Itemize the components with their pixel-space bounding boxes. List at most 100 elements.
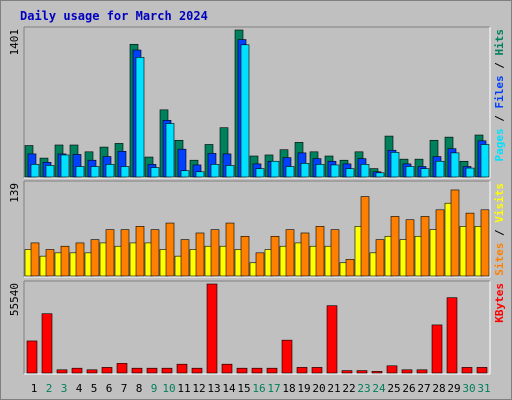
bar-kbytes-day-26 [401, 369, 413, 374]
bar-kbytes-day-27 [416, 369, 428, 374]
legend-hits-label: Hits [493, 29, 506, 56]
bar-sites-day-9 [150, 229, 160, 277]
legend-visits-label: Visits [493, 183, 506, 223]
bar-kbytes-day-23 [356, 370, 368, 374]
x-tick-label-day-14: 14 [222, 382, 236, 395]
x-tick-label-day-31: 31 [477, 382, 490, 395]
bar-sites-day-6 [105, 229, 115, 277]
panel-middle-ymax-label: 139 [8, 183, 21, 203]
bar-pages-day-19 [300, 163, 310, 178]
bar-pages-day-1 [30, 164, 40, 178]
bar-kbytes-day-18 [281, 339, 293, 374]
bar-sites-day-23 [360, 196, 370, 277]
bar-sites-day-8 [135, 226, 145, 277]
bar-kbytes-day-31 [476, 367, 488, 374]
panel-top-ymax-label: 1401 [8, 29, 21, 56]
panel-top-legend: Pages / Files / Hits [493, 29, 506, 162]
bar-pages-day-2 [45, 165, 55, 178]
bar-sites-day-24 [375, 239, 385, 277]
x-tick-label-day-9: 9 [151, 382, 158, 395]
bar-sites-day-27 [420, 216, 430, 277]
legend-files-label: Files [493, 75, 506, 108]
x-tick-label-day-1: 1 [31, 382, 38, 395]
bar-sites-day-1 [30, 242, 40, 277]
x-tick-label-day-26: 26 [402, 382, 415, 395]
panel-middle-legend: Sites / Visits [493, 183, 506, 276]
x-tick-label-day-19: 19 [297, 382, 310, 395]
series-sites [30, 189, 490, 277]
x-tick-label-day-2: 2 [46, 382, 53, 395]
legend--label: / [493, 109, 506, 129]
bar-pages-day-25 [390, 152, 400, 178]
x-tick-label-day-7: 7 [121, 382, 128, 395]
bar-kbytes-day-17 [266, 367, 278, 374]
bar-pages-day-8 [135, 57, 145, 178]
bar-pages-day-26 [405, 166, 415, 178]
bar-sites-day-4 [75, 242, 85, 277]
x-tick-label-day-18: 18 [282, 382, 295, 395]
bar-sites-day-22 [345, 259, 355, 277]
bar-kbytes-day-14 [221, 363, 233, 374]
bar-kbytes-day-2 [41, 313, 53, 374]
bar-kbytes-day-15 [236, 367, 248, 374]
bar-kbytes-day-25 [386, 365, 398, 374]
bar-pages-day-23 [360, 164, 370, 178]
bar-pages-day-20 [315, 164, 325, 178]
bar-pages-day-27 [420, 168, 430, 178]
legend--label: / [493, 223, 506, 243]
panel-top: 1401 Pages / Files / Hits [8, 26, 506, 179]
bar-pages-day-24 [375, 172, 385, 178]
x-tick-label-day-15: 15 [237, 382, 250, 395]
bar-kbytes-day-19 [296, 367, 308, 374]
x-tick-label-day-13: 13 [207, 382, 220, 395]
bar-kbytes-day-24 [371, 371, 383, 374]
bar-kbytes-day-12 [191, 367, 203, 374]
bar-pages-day-22 [345, 168, 355, 178]
bar-kbytes-day-10 [161, 367, 173, 374]
bar-pages-day-3 [60, 154, 70, 178]
x-tick-label-day-12: 12 [192, 382, 205, 395]
bar-pages-day-16 [255, 168, 265, 178]
bar-sites-day-12 [195, 232, 205, 277]
bar-kbytes-day-16 [251, 367, 263, 374]
legend--label: / [493, 56, 506, 76]
x-tick-label-day-11: 11 [177, 382, 190, 395]
bar-kbytes-day-22 [341, 370, 353, 374]
bar-sites-day-28 [435, 209, 445, 277]
bar-pages-day-10 [165, 123, 175, 178]
bar-sites-day-18 [285, 229, 295, 277]
bar-sites-day-13 [210, 229, 220, 277]
bar-kbytes-day-11 [176, 363, 188, 374]
x-tick-label-day-27: 27 [417, 382, 430, 395]
x-tick-label-day-28: 28 [432, 382, 445, 395]
bar-kbytes-day-28 [431, 324, 443, 374]
bar-pages-day-4 [75, 166, 85, 178]
x-tick-label-day-30: 30 [462, 382, 475, 395]
bar-pages-day-6 [105, 164, 115, 178]
bar-kbytes-day-6 [101, 367, 113, 374]
bar-sites-day-11 [180, 239, 190, 277]
bar-kbytes-day-3 [56, 369, 68, 374]
bar-pages-day-9 [150, 167, 160, 178]
panel-bottom-legend: KBytes [493, 283, 506, 323]
legend-sites-label: Sites [493, 243, 506, 276]
bar-sites-day-17 [270, 235, 280, 277]
bar-sites-day-29 [450, 189, 460, 277]
bar-sites-day-21 [330, 229, 340, 277]
x-tick-label-day-20: 20 [312, 382, 325, 395]
bar-sites-day-2 [45, 249, 55, 277]
bar-kbytes-day-5 [86, 369, 98, 374]
bar-kbytes-day-21 [326, 305, 338, 374]
legend-pages-label: Pages [493, 128, 506, 161]
bar-kbytes-day-1 [26, 340, 38, 374]
bar-sites-day-26 [405, 219, 415, 277]
bar-pages-day-21 [330, 164, 340, 178]
bar-sites-day-20 [315, 226, 325, 277]
bar-pages-day-12 [195, 171, 205, 178]
x-tick-label-day-16: 16 [252, 382, 265, 395]
bar-pages-day-7 [120, 166, 130, 178]
bar-sites-day-7 [120, 229, 130, 277]
bar-pages-day-29 [450, 152, 460, 178]
panel-bottom-ymax-label: 55540 [8, 283, 21, 316]
bar-sites-day-25 [390, 216, 400, 277]
